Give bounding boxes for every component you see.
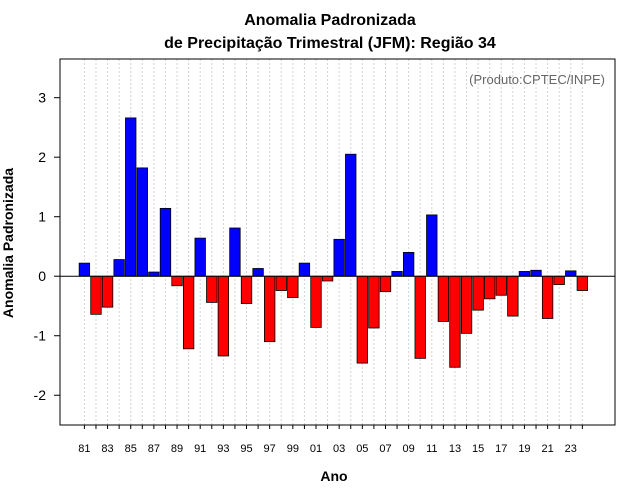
bar-2013 <box>449 275 461 368</box>
bar-2002 <box>321 275 334 282</box>
bar-2014 <box>460 275 473 334</box>
x-axis-title: Ano <box>320 468 347 484</box>
x-tick-label: 15 <box>472 443 484 455</box>
bar-2019 <box>518 271 531 277</box>
bar-2015 <box>472 275 484 311</box>
y-tick-label: 0 <box>38 268 46 284</box>
plot-frame <box>59 58 616 426</box>
x-tick-label: 97 <box>264 443 276 455</box>
vertical-grid-lines <box>83 59 583 425</box>
bar-2021 <box>541 275 554 319</box>
bar-1997 <box>264 275 276 343</box>
bar-2003 <box>333 238 345 277</box>
bar-2006 <box>368 275 380 329</box>
bar-1991 <box>194 237 206 277</box>
x-tick-label: 01 <box>310 443 322 455</box>
bar-2017 <box>495 275 507 296</box>
x-tick-label: 03 <box>333 443 345 455</box>
bar-2008 <box>391 271 403 277</box>
x-tick-label: 19 <box>518 443 530 455</box>
bar-1982 <box>90 275 102 315</box>
y-tick-label: 3 <box>38 90 46 106</box>
bar-2000 <box>298 262 311 277</box>
x-tick-label: 81 <box>78 443 90 455</box>
x-tick-label: 87 <box>148 443 160 455</box>
bar-2016 <box>484 275 496 300</box>
y-tick-label: 2 <box>38 149 46 165</box>
bar-2011 <box>426 214 438 277</box>
x-tick-label: 07 <box>379 443 391 455</box>
x-tick-label: 95 <box>240 443 252 455</box>
bar-2023 <box>565 270 577 277</box>
bar-1984 <box>113 259 125 277</box>
x-tick-label: 11 <box>426 443 437 455</box>
bar-1985 <box>125 117 137 277</box>
bar-1983 <box>101 275 114 308</box>
bar-2005 <box>356 275 368 364</box>
chart-subtitle: de Precipitação Trimestral (JFM): Região… <box>164 35 496 52</box>
bar-1989 <box>171 275 183 287</box>
y-tick-label: -1 <box>34 328 47 344</box>
bar-2022 <box>553 275 565 285</box>
bar-1987 <box>148 271 160 277</box>
x-tick-label: 13 <box>449 443 461 455</box>
bar-2009 <box>402 252 415 277</box>
y-axis-title: Anomalia Padronizada <box>0 168 16 318</box>
bar-series <box>78 117 588 368</box>
x-tick-label: 93 <box>217 443 229 455</box>
bar-1994 <box>229 227 241 277</box>
bar-2001 <box>310 275 322 328</box>
bar-1992 <box>206 275 218 303</box>
bar-2004 <box>345 153 357 277</box>
x-tick-label: 17 <box>495 443 507 455</box>
x-tick-label: 91 <box>194 443 206 455</box>
x-tick-label: 85 <box>125 443 137 455</box>
bar-2007 <box>379 275 392 293</box>
chart-title: Anomalia Padronizada <box>244 12 416 29</box>
bar-1988 <box>159 207 172 277</box>
bar-1999 <box>287 275 299 299</box>
x-tick-label: 99 <box>287 443 299 455</box>
bar-2012 <box>437 275 450 322</box>
x-tick-label: 09 <box>403 443 415 455</box>
bar-1986 <box>136 167 148 277</box>
bar-1995 <box>240 275 253 304</box>
y-axis: -2 -1 0 1 2 3 <box>34 90 60 403</box>
bar-1996 <box>252 268 264 277</box>
x-tick-label: 83 <box>101 443 113 455</box>
y-tick-label: -2 <box>34 387 47 403</box>
bar-2018 <box>507 275 519 317</box>
bar-2010 <box>414 275 426 359</box>
bar-1998 <box>275 275 287 291</box>
bar-1981 <box>78 262 91 277</box>
x-tick-label: 21 <box>541 443 553 455</box>
bar-1990 <box>182 275 195 350</box>
y-tick-label: 1 <box>38 209 46 225</box>
x-tick-label: 23 <box>565 443 577 455</box>
bar-1993 <box>217 275 230 357</box>
bar-2020 <box>530 269 542 277</box>
x-tick-label: 89 <box>171 443 183 455</box>
x-tick-label: 05 <box>356 443 368 455</box>
x-axis: 81 83 85 87 89 91 93 95 97 99 01 03 05 07 09 11 13 15 17 19… <box>78 425 583 455</box>
bar-2024 <box>576 275 588 291</box>
product-annotation: (Produto:CPTEC/INPE) <box>469 72 605 87</box>
